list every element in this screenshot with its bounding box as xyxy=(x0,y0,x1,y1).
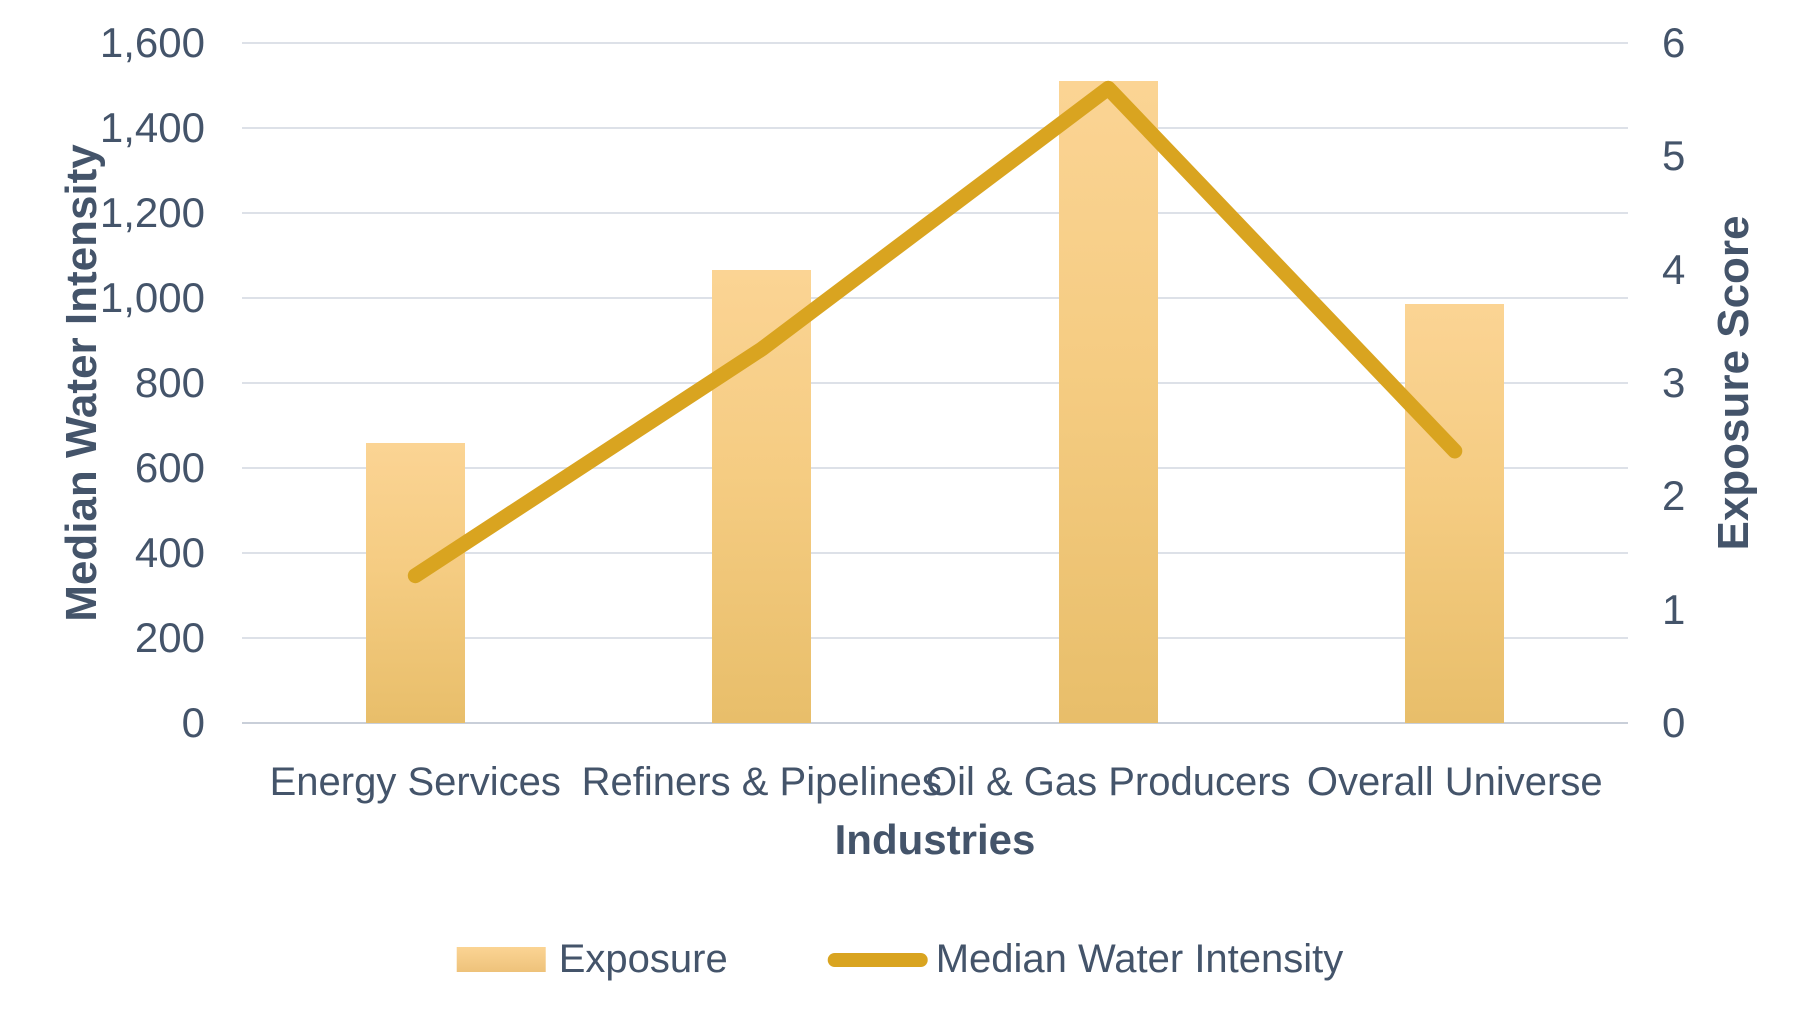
exposure-bar xyxy=(712,270,812,723)
gridline xyxy=(242,212,1628,214)
category-label: Overall Universe xyxy=(1306,760,1603,804)
gridline xyxy=(242,297,1628,299)
gridline xyxy=(242,637,1628,639)
left-axis-tick-label: 1,200 xyxy=(99,189,205,236)
x-axis-baseline xyxy=(242,722,1628,724)
median-water-intensity-line-swatch xyxy=(827,952,928,967)
right-axis-tick-label: 0 xyxy=(1662,699,1686,746)
left-axis-tick-label: 1,600 xyxy=(99,19,205,66)
category-label: Oil & Gas Producers xyxy=(925,760,1291,804)
left-axis-tick-label: 800 xyxy=(134,359,205,406)
exposure-bar-swatch xyxy=(456,947,546,972)
exposure-bar xyxy=(365,442,465,723)
left-axis-tick-label: 400 xyxy=(134,529,205,576)
gridline xyxy=(242,42,1628,44)
left-axis-title: Median Water Intensity xyxy=(57,144,106,622)
right-axis-tick-label: 5 xyxy=(1662,132,1686,180)
left-axis-tick-label: 600 xyxy=(134,444,205,491)
right-axis-tick-label: 6 xyxy=(1662,19,1686,66)
left-axis-tick-label: 1,400 xyxy=(99,104,205,151)
right-axis-tick-label: 4 xyxy=(1662,245,1686,293)
category-label: Refiners & Pipelines xyxy=(581,760,942,804)
legend-label-exposure: Exposure xyxy=(558,937,728,981)
exposure-bar xyxy=(1405,304,1505,723)
x-axis-title: Industries xyxy=(834,816,1036,863)
right-axis-title: Exposure Score xyxy=(1709,215,1758,551)
gridline xyxy=(242,127,1628,129)
legend: Exposure Median Water Intensity xyxy=(456,937,1344,982)
right-axis-tick-label: 3 xyxy=(1662,359,1686,406)
legend-item-median-water-intensity: Median Water Intensity xyxy=(827,937,1344,982)
legend-item-exposure: Exposure xyxy=(456,937,728,982)
legend-label-median-water-intensity: Median Water Intensity xyxy=(935,937,1344,981)
exposure-bar xyxy=(1058,81,1158,723)
left-axis-tick-label: 200 xyxy=(134,614,205,661)
left-axis-tick-label: 0 xyxy=(181,699,205,746)
left-axis-tick-label: 1,000 xyxy=(99,274,205,321)
right-axis-tick-label: 2 xyxy=(1662,472,1686,520)
right-axis-tick-label: 1 xyxy=(1662,585,1686,633)
category-label: Energy Services xyxy=(269,760,561,804)
